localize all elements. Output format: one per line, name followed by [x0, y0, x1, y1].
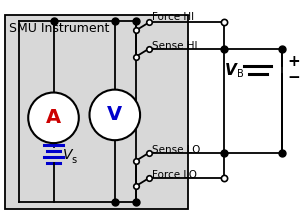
FancyBboxPatch shape	[5, 15, 188, 209]
Circle shape	[89, 90, 140, 140]
Text: V: V	[225, 63, 236, 78]
Circle shape	[28, 93, 79, 143]
Text: V: V	[63, 148, 73, 162]
Text: −: −	[287, 70, 300, 85]
Text: SMU Instrument: SMU Instrument	[9, 23, 109, 35]
Text: Sense HI: Sense HI	[152, 41, 197, 51]
Text: A: A	[46, 108, 61, 127]
Text: V: V	[107, 105, 122, 124]
Text: Force HI: Force HI	[152, 12, 194, 21]
Text: Force LO: Force LO	[152, 170, 197, 180]
Text: +: +	[287, 54, 300, 69]
Text: B: B	[237, 69, 244, 79]
Text: Sense LO: Sense LO	[152, 145, 200, 155]
Text: s: s	[71, 155, 76, 165]
